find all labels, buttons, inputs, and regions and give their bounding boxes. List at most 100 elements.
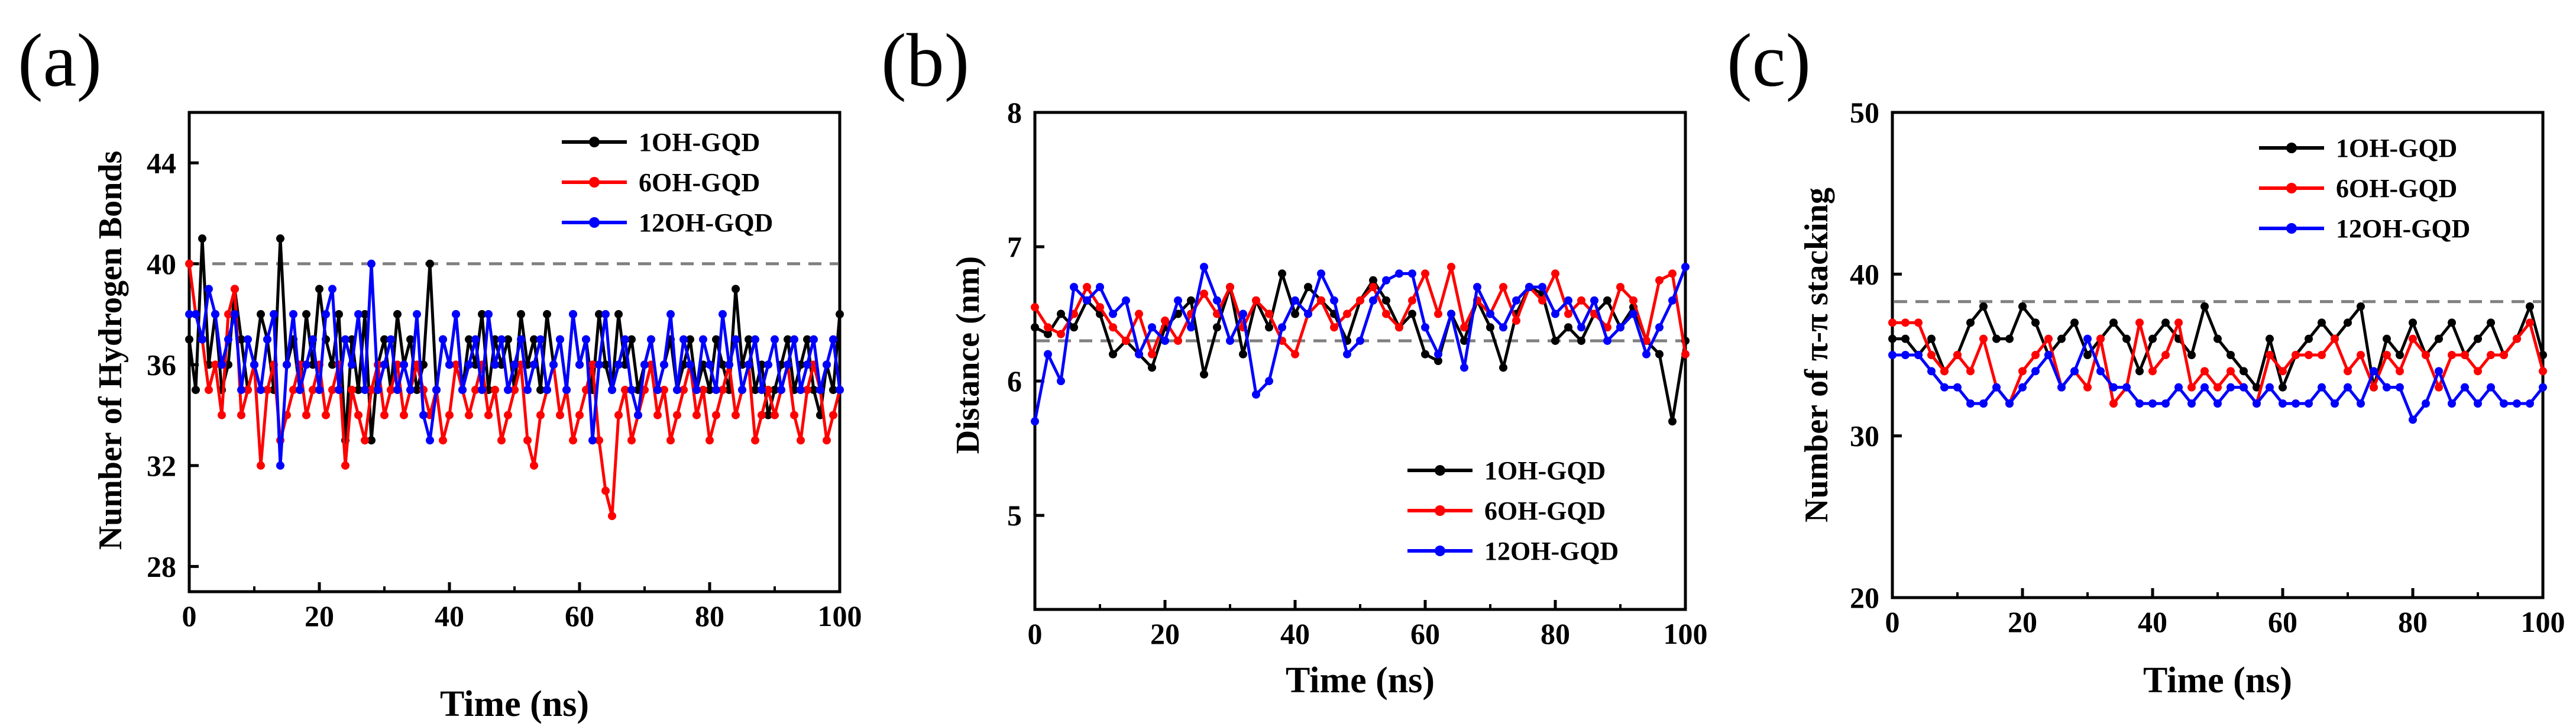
data-point-a-2: [380, 360, 389, 369]
data-point-b-0: [1239, 350, 1247, 359]
data-point-c-0: [2526, 302, 2534, 311]
data-point-c-1: [2435, 383, 2443, 392]
data-point-b-2: [1499, 323, 1507, 332]
data-point-a-2: [536, 335, 545, 344]
data-point-c-1: [2357, 351, 2365, 359]
data-point-a-2: [426, 436, 434, 445]
data-point-c-0: [2344, 318, 2352, 327]
data-point-c-0: [2031, 318, 2040, 327]
data-point-a-2: [289, 310, 297, 319]
data-point-a-2: [816, 385, 824, 394]
y-tick-label-c: 20: [1850, 581, 1879, 614]
data-point-b-2: [1603, 336, 1611, 345]
data-point-a-1: [771, 411, 779, 420]
data-point-a-1: [608, 512, 616, 521]
data-point-b-1: [1629, 296, 1637, 305]
data-point-c-0: [1979, 302, 1988, 311]
y-tick-label-a: 28: [147, 550, 176, 583]
data-point-b-0: [1148, 363, 1156, 372]
data-point-a-1: [653, 411, 662, 420]
data-point-b-1: [1356, 296, 1364, 305]
data-point-a-0: [315, 285, 323, 293]
data-point-a-0: [543, 310, 551, 319]
data-point-a-2: [471, 335, 480, 344]
data-point-c-2: [2187, 399, 2196, 408]
data-point-a-2: [276, 461, 284, 470]
data-point-a-1: [751, 436, 759, 445]
data-point-a-1: [263, 385, 271, 394]
data-point-a-2: [263, 335, 271, 344]
data-point-b-1: [1447, 263, 1455, 272]
data-point-a-1: [400, 411, 408, 420]
data-point-c-1: [2018, 367, 2027, 376]
data-point-c-2: [1888, 351, 1897, 359]
data-point-a-0: [276, 234, 284, 243]
data-point-b-2: [1070, 283, 1078, 292]
data-point-a-2: [250, 360, 258, 369]
data-point-a-0: [198, 234, 206, 243]
data-point-a-2: [413, 310, 421, 319]
legend-label-c-2: 12OH-GQD: [2336, 214, 2470, 243]
data-point-c-2: [2448, 399, 2456, 408]
data-point-a-0: [751, 385, 759, 394]
data-point-b-2: [1083, 296, 1091, 305]
data-point-b-0: [1369, 276, 1377, 285]
data-point-c-0: [1927, 334, 1936, 343]
plot-area-b: 0 20 40 60 80 100 5 6 7 8 1OH-GQD 6OH-GQD 12OH-GQD: [1007, 96, 1708, 650]
data-point-c-2: [2031, 367, 2040, 376]
data-point-c-2: [2266, 383, 2274, 392]
data-point-c-0: [1888, 334, 1897, 343]
data-point-a-1: [660, 385, 668, 394]
legend-swatch-marker-c-2: [2286, 223, 2297, 234]
data-point-a-1: [523, 436, 532, 445]
data-point-c-2: [2292, 399, 2300, 408]
data-point-a-2: [387, 335, 395, 344]
data-point-c-1: [2148, 367, 2157, 376]
data-point-c-2: [1927, 367, 1936, 376]
legend-swatch-marker-a-1: [589, 177, 600, 188]
data-point-a-1: [309, 385, 317, 394]
x-tick-label-c: 20: [2008, 605, 2037, 638]
data-point-a-2: [582, 335, 590, 344]
y-tick-label-a: 32: [147, 449, 176, 482]
data-point-a-2: [484, 310, 493, 319]
x-tick-label-b: 80: [1541, 617, 1570, 650]
panel-a: (a) Number of Hydrogen Bonds Time (ns) 0…: [18, 18, 862, 724]
data-point-a-2: [328, 285, 336, 293]
data-point-b-0: [1057, 309, 1065, 318]
data-point-c-0: [2018, 302, 2027, 311]
data-point-c-2: [1953, 383, 1962, 392]
data-point-c-2: [2200, 383, 2209, 392]
data-point-a-1: [491, 385, 499, 394]
data-point-a-1: [380, 411, 389, 420]
data-point-a-2: [322, 310, 330, 319]
data-point-a-1: [627, 436, 636, 445]
data-point-a-2: [400, 360, 408, 369]
data-point-c-2: [2044, 351, 2053, 359]
data-point-b-2: [1473, 283, 1481, 292]
data-point-c-0: [2266, 334, 2274, 343]
data-point-a-2: [777, 385, 785, 394]
data-point-b-1: [1148, 350, 1156, 359]
data-point-a-2: [719, 310, 727, 319]
data-point-a-0: [595, 310, 603, 319]
data-point-c-1: [2174, 318, 2183, 327]
data-point-c-2: [2344, 383, 2352, 392]
data-point-a-2: [341, 335, 349, 344]
data-point-c-2: [2318, 383, 2326, 392]
x-axis-title-c: Time (ns): [2143, 660, 2292, 701]
data-point-b-1: [1122, 336, 1130, 345]
data-point-a-2: [211, 310, 219, 319]
data-point-b-2: [1226, 336, 1234, 345]
data-point-c-2: [1979, 399, 1988, 408]
data-point-b-2: [1278, 323, 1286, 332]
data-point-b-2: [1044, 350, 1052, 359]
data-point-a-1: [679, 385, 688, 394]
data-point-b-0: [1382, 296, 1390, 305]
data-point-a-2: [530, 360, 538, 369]
data-point-a-2: [231, 310, 239, 319]
data-point-a-2: [192, 310, 200, 319]
data-point-a-0: [185, 335, 193, 344]
data-point-c-0: [2005, 334, 2014, 343]
data-point-c-2: [2383, 383, 2391, 392]
